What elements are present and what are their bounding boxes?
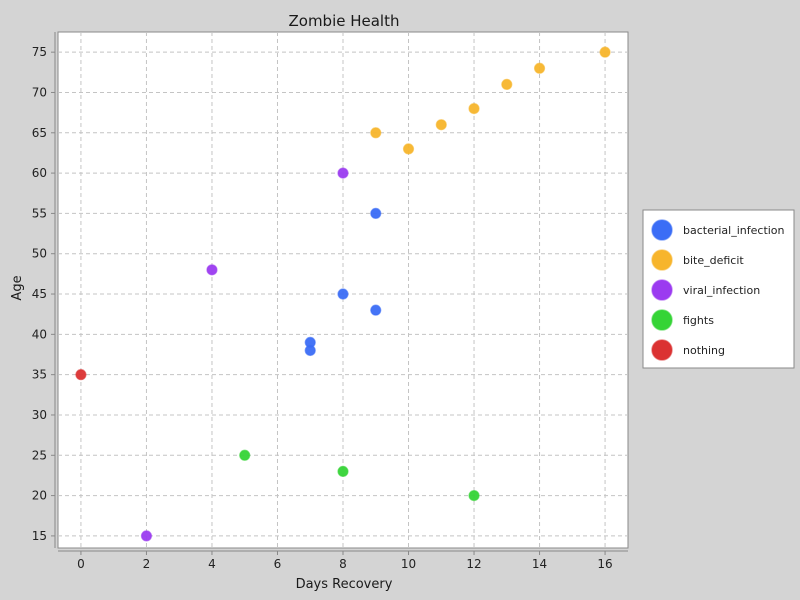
x-tick-label: 12 bbox=[466, 557, 481, 571]
data-point-bacterial-infection bbox=[370, 207, 382, 220]
y-tick-label: 75 bbox=[32, 45, 47, 59]
data-point-bite-deficit bbox=[599, 46, 611, 58]
y-tick-label: 25 bbox=[32, 448, 47, 462]
data-point-bacterial-infection bbox=[304, 344, 316, 357]
y-tick-label: 45 bbox=[32, 287, 47, 301]
data-point-nothing bbox=[75, 369, 87, 381]
legend: bacterial_infection bite_deficit viral_inf… bbox=[642, 209, 795, 369]
data-point-bite-deficit bbox=[370, 127, 382, 139]
data-points bbox=[75, 46, 611, 542]
x-tick-label: 16 bbox=[597, 557, 612, 571]
data-point-fights bbox=[239, 449, 251, 461]
y-tick-label: 50 bbox=[32, 247, 47, 261]
legend-label: bite_deficit bbox=[683, 254, 744, 267]
legend-label: fights bbox=[683, 314, 714, 327]
data-point-bite-deficit bbox=[501, 78, 513, 91]
chart-title: Zombie Health bbox=[288, 12, 399, 30]
data-point-bite-deficit bbox=[468, 102, 480, 115]
data-point-fights bbox=[468, 489, 480, 502]
legend-marker bbox=[651, 339, 673, 361]
x-tick-label: 8 bbox=[339, 557, 347, 571]
data-point-bacterial-infection bbox=[337, 288, 349, 300]
y-tick-label: 55 bbox=[32, 206, 47, 220]
legend-marker bbox=[651, 249, 673, 271]
y-tick-label: 70 bbox=[32, 85, 47, 99]
x-tick-label: 10 bbox=[401, 557, 416, 571]
x-tick-label: 4 bbox=[208, 557, 216, 571]
legend-marker bbox=[651, 219, 673, 241]
axes: 0 2 4 6 8 10 12 14 16 15 20 25 30 35 40 45 50 55 60 65 70 75 bbox=[32, 32, 628, 571]
data-point-bacterial-infection bbox=[370, 304, 382, 316]
y-tick-label: 60 bbox=[32, 166, 47, 180]
legend-label: nothing bbox=[683, 344, 725, 357]
x-tick-label: 0 bbox=[77, 557, 85, 571]
data-point-fights bbox=[337, 465, 349, 478]
y-tick-label: 15 bbox=[32, 529, 47, 543]
legend-label: viral_infection bbox=[683, 284, 760, 297]
y-tick-label: 35 bbox=[32, 368, 47, 382]
legend-label: bacterial_infection bbox=[683, 224, 785, 237]
x-tick-label: 2 bbox=[143, 557, 151, 571]
data-point-viral-infection bbox=[140, 530, 153, 542]
x-tick-label: 14 bbox=[532, 557, 547, 571]
data-point-bite-deficit bbox=[402, 143, 415, 155]
legend-marker bbox=[651, 279, 673, 301]
y-axis-label: Age bbox=[10, 275, 25, 300]
y-tick-label: 65 bbox=[32, 126, 47, 140]
y-tick-label: 30 bbox=[32, 408, 47, 422]
data-point-viral-infection bbox=[337, 167, 349, 179]
x-axis-label: Days Recovery bbox=[296, 577, 393, 592]
grid-lines bbox=[58, 32, 628, 548]
x-tick-label: 6 bbox=[274, 557, 282, 571]
data-point-bite-deficit bbox=[533, 62, 546, 74]
data-point-bite-deficit bbox=[435, 119, 447, 131]
legend-marker bbox=[651, 309, 673, 331]
y-tick-label: 40 bbox=[32, 327, 47, 341]
y-tick-label: 20 bbox=[32, 489, 47, 503]
data-point-viral-infection bbox=[206, 264, 218, 276]
